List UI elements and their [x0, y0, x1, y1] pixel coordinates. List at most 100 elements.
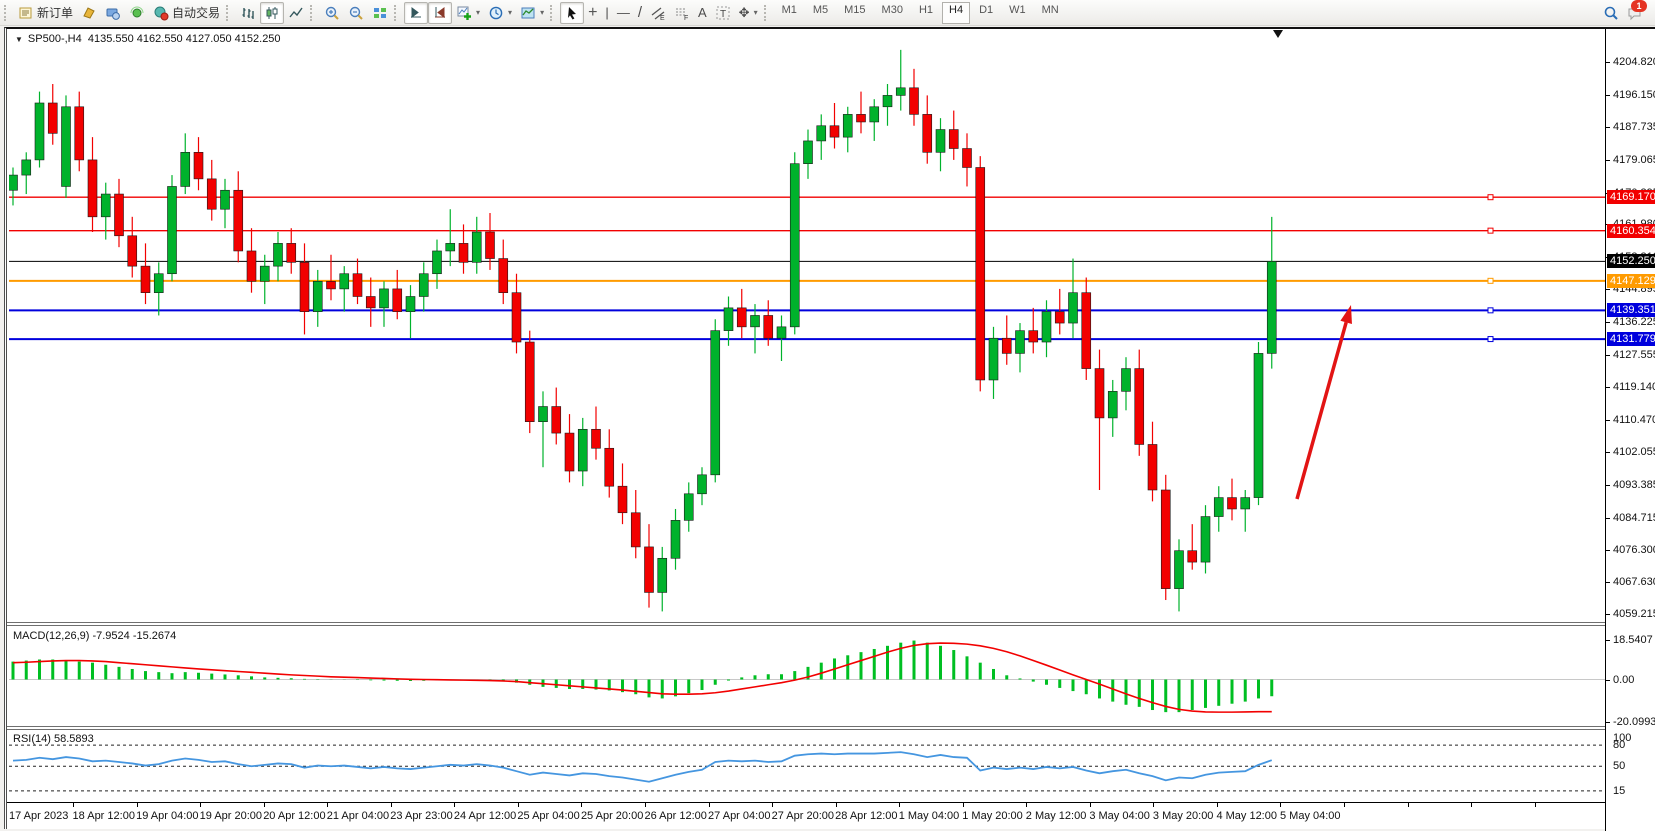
price-axis[interactable]: 4204.8204196.1504187.7354179.0654170.395…	[1605, 29, 1655, 831]
add-indicator-icon	[456, 5, 472, 21]
horizontal-line-tool-button[interactable]: —	[613, 2, 634, 24]
hline-handle	[1487, 227, 1494, 234]
periods-button[interactable]: ▾	[484, 2, 516, 24]
text-label-tool-button[interactable]: T	[711, 2, 735, 24]
zoom-in-button[interactable]	[320, 2, 344, 24]
chart-symbol-period: SP500-,H4	[27, 33, 82, 45]
channel-tool-button[interactable]: E	[646, 2, 670, 24]
rsi-indicator-label: RSI(14) 58.5893	[13, 733, 94, 745]
vertical-line-icon: |	[605, 5, 609, 20]
horizontal-line-icon: —	[616, 5, 630, 20]
toolbar-grip[interactable]	[394, 4, 400, 21]
tf-m1-button[interactable]: M1	[781, 3, 797, 16]
market-watch-button[interactable]	[77, 2, 101, 24]
auto-trading-label: 自动交易	[172, 6, 221, 20]
trendline-icon: /	[637, 4, 642, 21]
chevron-down-icon[interactable]: ▾	[508, 8, 513, 17]
auto-trading-icon	[153, 5, 169, 21]
toolbar-grip[interactable]	[226, 4, 232, 21]
auto-trading-button[interactable]: 自动交易	[149, 2, 224, 24]
chart-window: 17 Apr 2023 18 Apr 12:00 19 Apr 04:00 19 Ap…	[4, 27, 1655, 831]
line-chart-icon	[288, 5, 304, 21]
text-label-icon: T	[715, 5, 731, 21]
chevron-down-icon[interactable]: ▾	[753, 8, 758, 17]
chevron-down-icon[interactable]: ▾	[540, 8, 545, 17]
cursor-tool-button[interactable]	[560, 1, 585, 24]
arrows-tool-button[interactable]: ✥ ▾	[735, 2, 762, 24]
text-tool-button[interactable]: A	[694, 2, 711, 24]
chat-bubble-icon: 1	[1627, 0, 1647, 21]
tf-m30-button[interactable]: M30	[881, 3, 903, 16]
hline-handle	[1487, 194, 1494, 201]
fibonacci-tool-button[interactable]: F	[670, 2, 694, 24]
annotation-arrow	[1295, 321, 1348, 500]
rsi-pane[interactable]	[9, 730, 1605, 802]
chart-ohlc-values: 4135.550 4162.550 4127.050 4152.250	[87, 33, 281, 45]
templates-button[interactable]: ▾	[516, 2, 548, 24]
one-click-collapse-icon[interactable]: ▼	[15, 35, 23, 44]
tf-m5-button[interactable]: M5	[812, 3, 829, 16]
tf-mn-button[interactable]: MN	[1041, 3, 1059, 16]
hline-handle	[1487, 277, 1494, 284]
macd-indicator-label: MACD(12,26,9) -7.9524 -15.2674	[13, 630, 177, 642]
toolbar-grip[interactable]	[4, 4, 10, 21]
text-tool-icon: A	[697, 5, 707, 20]
arrows-tool-icon: ✥	[738, 5, 750, 20]
equidistant-channel-icon: E	[650, 5, 666, 22]
tf-d1-button[interactable]: D1	[979, 3, 994, 16]
tf-h1-button[interactable]: H1	[918, 3, 934, 16]
svg-text:T: T	[720, 9, 726, 20]
tf-h4-button[interactable]: H4	[942, 1, 971, 24]
candlestick-chart-icon	[264, 5, 280, 21]
bar-chart-button[interactable]	[236, 2, 260, 24]
vertical-line-tool-button[interactable]: |	[601, 2, 612, 24]
auto-scroll-button[interactable]	[404, 1, 429, 24]
fibonacci-icon: F	[674, 5, 690, 22]
pane-separator[interactable]	[7, 726, 1605, 730]
notification-badge: 1	[1631, 0, 1647, 12]
notifications-button[interactable]: 1	[1623, 0, 1647, 24]
market-watch-icon	[81, 5, 97, 21]
signal-icon	[129, 5, 145, 21]
tf-w1-button[interactable]: W1	[1009, 3, 1026, 16]
pane-separator[interactable]	[7, 622, 1605, 626]
tile-windows-button[interactable]	[368, 2, 392, 24]
macd-pane[interactable]	[9, 626, 1605, 726]
zoom-out-icon	[348, 5, 364, 21]
navigator-button[interactable]	[101, 2, 125, 24]
price-chart[interactable]	[9, 29, 1605, 622]
trendline-tool-button[interactable]: /	[634, 2, 646, 24]
time-axis[interactable]: 17 Apr 2023 18 Apr 12:00 19 Apr 04:00 19 Ap…	[7, 802, 1605, 830]
candlestick-chart-button[interactable]	[260, 1, 285, 24]
hline-handle	[1487, 307, 1494, 314]
indicators-button[interactable]: ▾	[452, 2, 484, 24]
crosshair-icon: +	[588, 4, 598, 21]
line-chart-button[interactable]	[284, 2, 308, 24]
bar-chart-icon	[240, 5, 256, 21]
clock-icon	[488, 5, 504, 21]
svg-text:E: E	[660, 15, 665, 21]
auto-scroll-icon	[408, 5, 424, 21]
chart-shift-button[interactable]	[428, 1, 453, 24]
toolbar: 新订单 自动交易	[0, 0, 1655, 26]
signals-button[interactable]	[125, 2, 149, 24]
crosshair-tool-button[interactable]: +	[584, 2, 601, 24]
svg-text:F: F	[684, 15, 688, 21]
hline-handle	[1487, 336, 1494, 343]
chart-shift-icon	[432, 5, 448, 21]
toolbar-grip[interactable]	[550, 4, 556, 21]
new-order-button[interactable]: 新订单	[14, 2, 77, 24]
cursor-icon	[564, 5, 580, 21]
chart-title: ▼ SP500-,H4 4135.550 4162.550 4127.050 41…	[15, 33, 281, 45]
zoom-out-button[interactable]	[344, 2, 368, 24]
toolbar-grip[interactable]	[310, 4, 316, 21]
new-order-icon	[18, 5, 34, 21]
shift-marker-icon	[1273, 30, 1283, 38]
search-icon	[1603, 5, 1619, 21]
search-button[interactable]	[1599, 2, 1623, 24]
tf-m15-button[interactable]: M15	[844, 3, 866, 16]
navigator-icon	[105, 5, 121, 21]
toolbar-grip[interactable]	[763, 4, 770, 21]
chevron-down-icon[interactable]: ▾	[476, 8, 481, 17]
template-icon	[520, 5, 536, 21]
